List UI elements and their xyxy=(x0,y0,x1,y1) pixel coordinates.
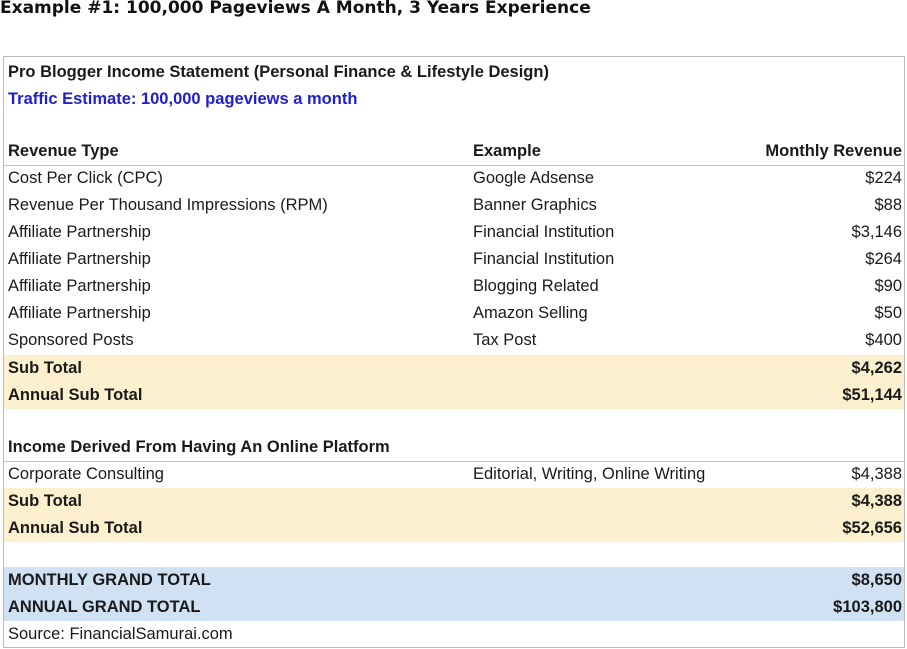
table-row: Revenue Per Thousand Impressions (RPM) B… xyxy=(4,192,904,219)
revenue-type-cell: Cost Per Click (CPC) xyxy=(8,169,163,187)
example-cell: Google Adsense xyxy=(473,169,595,187)
revenue-type-cell: Affiliate Partnership xyxy=(8,223,151,241)
subtotal-row: Sub Total $4,388 xyxy=(4,488,904,515)
annual-subtotal-row: Annual Sub Total $51,144 xyxy=(4,382,904,409)
table-row: Affiliate Partnership Blogging Related $… xyxy=(4,273,904,300)
statement-title: Pro Blogger Income Statement (Personal F… xyxy=(8,63,549,81)
example-cell: Financial Institution xyxy=(473,223,615,241)
annual-subtotal-value: $51,144 xyxy=(842,386,902,404)
traffic-row: Traffic Estimate: 100,000 pageviews a mo… xyxy=(4,86,904,113)
table-row: Affiliate Partnership Financial Institut… xyxy=(4,246,904,273)
subtotal-value: $4,262 xyxy=(851,359,902,377)
monthly-grand-total-row: MONTHLY GRAND TOTAL $8,650 xyxy=(4,567,904,594)
monthly-revenue-cell: $264 xyxy=(865,250,902,268)
platform-section-heading-row: Income Derived From Having An Online Pla… xyxy=(4,434,904,462)
platform-section-heading: Income Derived From Having An Online Pla… xyxy=(8,438,390,456)
annual-subtotal-row: Annual Sub Total $52,656 xyxy=(4,515,904,542)
column-header-monthly-revenue: Monthly Revenue xyxy=(765,142,902,160)
monthly-revenue-cell: $90 xyxy=(874,277,902,295)
table-row: Corporate Consulting Editorial, Writing,… xyxy=(4,461,904,488)
annual-grand-total-label: ANNUAL GRAND TOTAL xyxy=(8,598,201,616)
page-heading: Example #1: 100,000 Pageviews A Month, 3… xyxy=(0,0,591,18)
table-row: Affiliate Partnership Financial Institut… xyxy=(4,219,904,246)
example-cell: Tax Post xyxy=(473,331,537,349)
source-row: Source: FinancialSamurai.com xyxy=(4,621,904,648)
monthly-grand-total-label: MONTHLY GRAND TOTAL xyxy=(8,571,211,589)
table-row: Affiliate Partnership Amazon Selling $50 xyxy=(4,300,904,327)
revenue-type-cell: Sponsored Posts xyxy=(8,331,134,349)
annual-subtotal-value: $52,656 xyxy=(842,519,902,537)
monthly-revenue-cell: $3,146 xyxy=(851,223,902,241)
subtotal-value: $4,388 xyxy=(851,492,902,510)
revenue-type-cell: Revenue Per Thousand Impressions (RPM) xyxy=(8,196,328,214)
revenue-type-cell: Affiliate Partnership xyxy=(8,304,151,322)
example-cell: Banner Graphics xyxy=(473,196,597,214)
annual-grand-total-row: ANNUAL GRAND TOTAL $103,800 xyxy=(4,594,904,621)
statement-title-row: Pro Blogger Income Statement (Personal F… xyxy=(4,59,904,86)
example-cell: Amazon Selling xyxy=(473,304,588,322)
annual-subtotal-label: Annual Sub Total xyxy=(8,386,143,404)
revenue-type-cell: Affiliate Partnership xyxy=(8,250,151,268)
source-note: Source: FinancialSamurai.com xyxy=(8,625,233,643)
example-cell: Editorial, Writing, Online Writing xyxy=(473,465,706,483)
monthly-grand-total-value: $8,650 xyxy=(851,571,902,589)
example-cell: Financial Institution xyxy=(473,250,615,268)
annual-grand-total-value: $103,800 xyxy=(833,598,902,616)
column-header-row: Revenue Type Example Monthly Revenue xyxy=(4,138,904,166)
subtotal-label: Sub Total xyxy=(8,359,82,377)
revenue-type-cell: Affiliate Partnership xyxy=(8,277,151,295)
subtotal-row: Sub Total $4,262 xyxy=(4,355,904,382)
monthly-revenue-cell: $88 xyxy=(874,196,902,214)
example-cell: Blogging Related xyxy=(473,277,599,295)
monthly-revenue-cell: $400 xyxy=(865,331,902,349)
subtotal-label: Sub Total xyxy=(8,492,82,510)
table-row: Sponsored Posts Tax Post $400 xyxy=(4,327,904,354)
table-row: Cost Per Click (CPC) Google Adsense $224 xyxy=(4,165,904,192)
traffic-estimate: Traffic Estimate: 100,000 pageviews a mo… xyxy=(8,90,358,108)
monthly-revenue-cell: $224 xyxy=(865,169,902,187)
income-statement-table: Pro Blogger Income Statement (Personal F… xyxy=(3,56,905,648)
column-header-example: Example xyxy=(473,142,541,160)
revenue-type-cell: Corporate Consulting xyxy=(8,465,164,483)
monthly-revenue-cell: $4,388 xyxy=(851,465,902,483)
monthly-revenue-cell: $50 xyxy=(874,304,902,322)
column-header-revenue-type: Revenue Type xyxy=(8,142,119,160)
annual-subtotal-label: Annual Sub Total xyxy=(8,519,143,537)
